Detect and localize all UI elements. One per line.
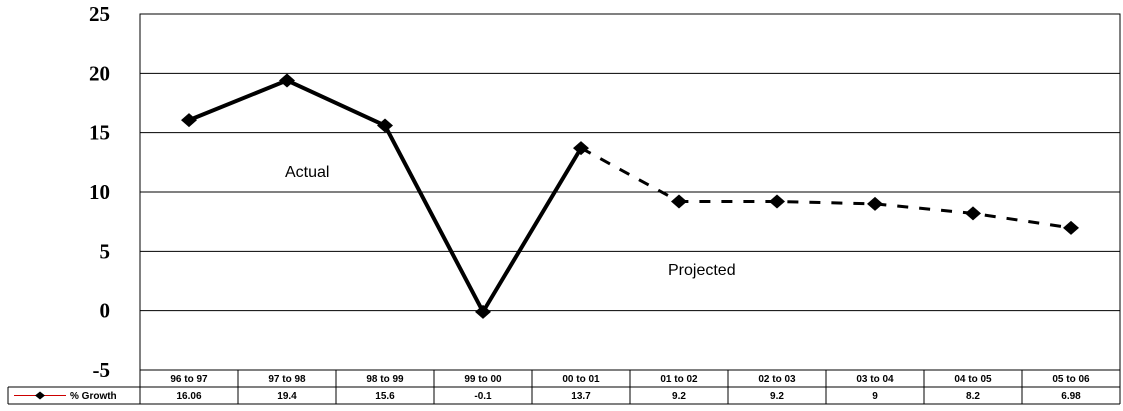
- data-point-marker: [671, 194, 687, 209]
- series-line: [188, 78, 1072, 316]
- x-category-label: 98 to 99: [366, 374, 404, 385]
- series-line-actual: [188, 78, 583, 316]
- gridlines: [140, 72, 1120, 312]
- legend-label: % Growth: [70, 391, 117, 402]
- table-value: 19.4: [277, 391, 297, 402]
- y-tick-label: -5: [93, 358, 111, 382]
- y-tick-label: 15: [89, 121, 110, 145]
- data-point-marker: [181, 113, 197, 128]
- x-category-label: 97 to 98: [268, 374, 306, 385]
- data-point-marker: [377, 118, 393, 133]
- x-category-label: 99 to 00: [464, 374, 502, 385]
- data-point-marker: [573, 141, 589, 156]
- legend-marker: [35, 391, 45, 400]
- annotation-actual: Actual: [285, 164, 329, 181]
- data-point-marker: [1063, 220, 1079, 235]
- y-tick-label: 5: [100, 239, 111, 263]
- x-category-label: 96 to 97: [170, 374, 208, 385]
- table-value: 9.2: [770, 391, 784, 402]
- table-value: 6.98: [1061, 391, 1081, 402]
- y-tick-label: 10: [89, 180, 110, 204]
- data-point-marker: [965, 206, 981, 221]
- y-axis-ticks: 25 20 15 10 5 0 -5: [89, 2, 110, 382]
- annotation-projected: Projected: [668, 262, 736, 279]
- table-value: -0.1: [474, 391, 492, 402]
- data-point-marker: [279, 73, 295, 88]
- data-table: 96 to 97 16.06 97 to 98 19.4 98 to 99 15.6 99 …: [7, 370, 1121, 405]
- table-value: 16.06: [176, 391, 201, 402]
- table-value: 8.2: [966, 391, 980, 402]
- table-value: 9.2: [672, 391, 686, 402]
- y-tick-label: 20: [89, 61, 110, 85]
- table-value: 13.7: [571, 391, 591, 402]
- series-markers: [181, 73, 1079, 319]
- x-category-label: 03 to 04: [856, 374, 894, 385]
- data-point-marker: [867, 196, 883, 211]
- y-tick-label: 0: [100, 299, 111, 323]
- x-category-label: 02 to 03: [758, 374, 796, 385]
- x-category-label: 00 to 01: [562, 374, 600, 385]
- table-value: 15.6: [375, 391, 395, 402]
- x-category-label: 01 to 02: [660, 374, 698, 385]
- x-category-label: 05 to 06: [1052, 374, 1090, 385]
- data-point-marker: [769, 194, 785, 209]
- table-value: 9: [872, 391, 878, 402]
- y-tick-label: 25: [89, 2, 110, 26]
- series-line-projected: [580, 146, 1072, 230]
- x-category-label: 04 to 05: [954, 374, 992, 385]
- data-point-marker: [475, 304, 491, 319]
